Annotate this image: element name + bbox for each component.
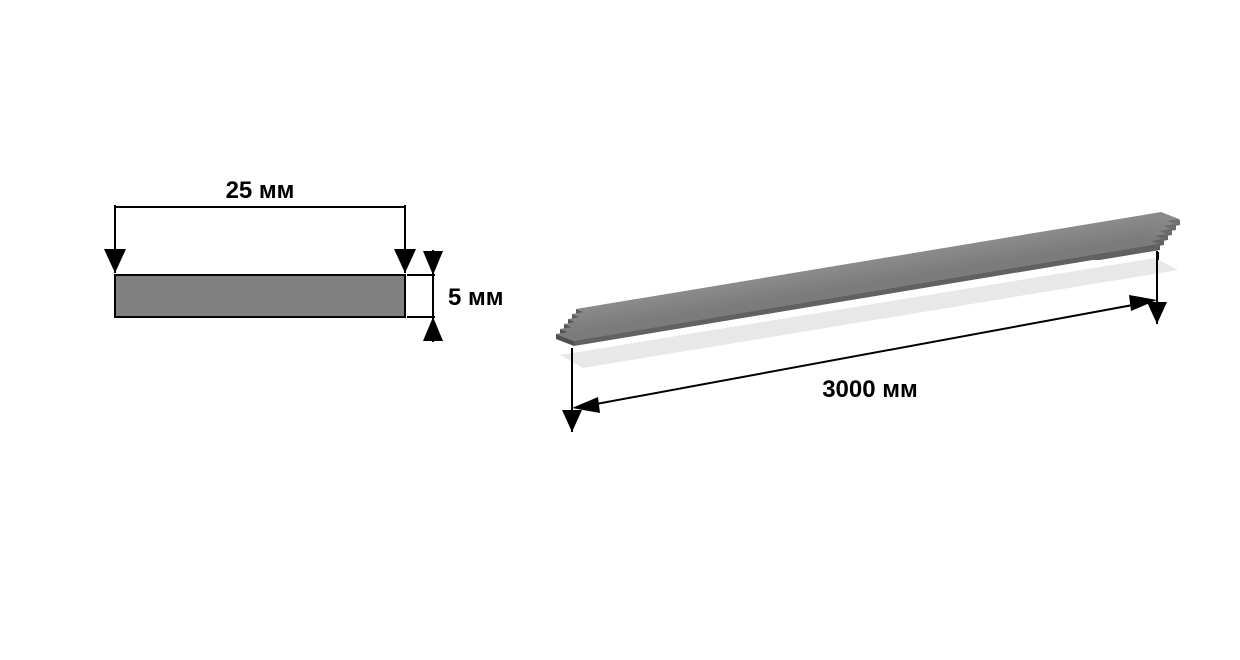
diagram-container: 25 мм 5 мм	[0, 0, 1240, 660]
width-label: 25 мм	[226, 177, 295, 204]
technical-drawing-svg: 25 мм 5 мм	[0, 0, 1240, 660]
length-label-clean: 3000 мм	[822, 376, 918, 403]
cross-section-group: 25 мм 5 мм	[104, 177, 504, 342]
perspective-bar-group: 3000 мм	[540, 212, 1200, 460]
height-label: 5 мм	[448, 284, 504, 311]
width-dimension: 25 мм	[104, 177, 416, 273]
cross-section-rect	[115, 275, 405, 317]
height-dimension: 5 мм	[407, 250, 504, 342]
